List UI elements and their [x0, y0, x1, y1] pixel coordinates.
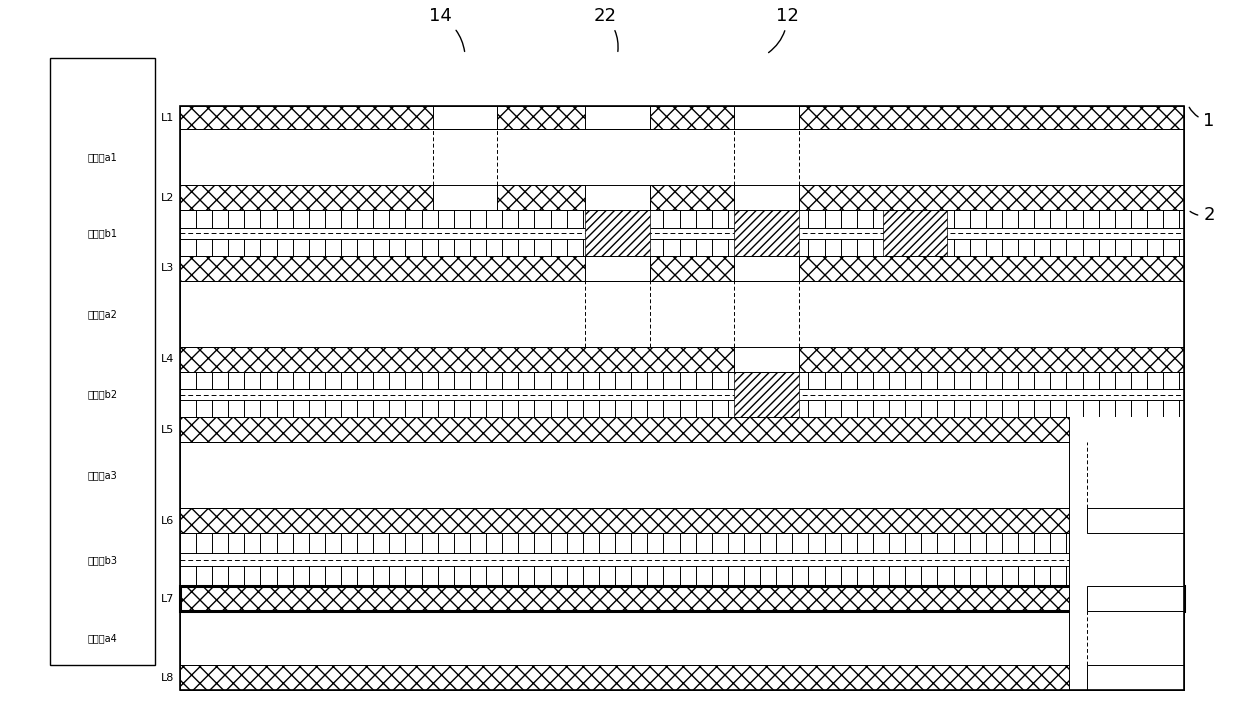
Bar — [180, 665, 1184, 690]
Text: 覆铜板a1: 覆铜板a1 — [88, 152, 117, 162]
Bar — [1069, 508, 1184, 534]
Bar — [1069, 611, 1184, 665]
Bar — [433, 185, 497, 210]
Bar — [734, 185, 799, 210]
Text: L2: L2 — [161, 193, 175, 203]
Bar — [180, 281, 1184, 347]
Bar — [180, 665, 1184, 690]
Text: L1: L1 — [161, 113, 175, 123]
Bar — [180, 210, 1184, 256]
Bar — [180, 185, 433, 210]
Bar — [180, 372, 1184, 417]
Bar — [180, 508, 1184, 534]
Bar — [650, 185, 734, 210]
Bar — [180, 185, 1184, 210]
Bar — [433, 106, 497, 129]
Bar — [180, 185, 1184, 210]
Text: 粘接片b2: 粘接片b2 — [87, 390, 118, 400]
Bar — [180, 534, 1184, 586]
Bar — [180, 129, 1184, 185]
Bar — [180, 256, 1184, 281]
Text: 覆铜板a3: 覆铜板a3 — [88, 471, 117, 480]
Bar — [180, 106, 1184, 129]
Bar — [734, 347, 799, 372]
Bar — [585, 106, 650, 129]
Text: 22: 22 — [594, 7, 618, 51]
Text: L7: L7 — [161, 594, 175, 604]
Text: L8: L8 — [161, 672, 175, 683]
Bar — [180, 417, 1184, 442]
Bar — [799, 256, 1184, 281]
Bar — [1069, 665, 1184, 690]
Text: L6: L6 — [161, 516, 175, 526]
Bar — [180, 210, 1184, 256]
Bar — [497, 106, 585, 129]
Bar — [180, 508, 1184, 534]
Bar — [1087, 508, 1184, 534]
Bar — [650, 106, 734, 129]
Bar — [180, 442, 1184, 508]
Text: L3: L3 — [161, 263, 175, 273]
Bar — [50, 58, 155, 665]
Bar — [585, 185, 650, 210]
Bar — [180, 347, 1184, 372]
Bar — [1087, 665, 1184, 690]
Bar — [180, 586, 1184, 611]
Bar — [180, 106, 1184, 690]
Bar — [799, 185, 1184, 210]
Text: 覆铜板a2: 覆铜板a2 — [87, 309, 118, 319]
Text: 1: 1 — [1189, 107, 1215, 130]
Bar — [180, 256, 1184, 281]
Text: 粘接片b3: 粘接片b3 — [87, 555, 118, 565]
Text: 14: 14 — [429, 7, 465, 51]
Bar — [585, 256, 650, 281]
Bar — [1069, 534, 1184, 586]
Bar — [585, 210, 650, 256]
Bar — [734, 256, 799, 281]
Text: L5: L5 — [161, 425, 175, 435]
Bar — [1087, 586, 1184, 611]
Bar — [180, 347, 734, 372]
Bar — [734, 106, 799, 129]
Bar — [799, 347, 1184, 372]
Bar — [180, 256, 585, 281]
Bar — [180, 106, 1184, 129]
Bar — [1069, 442, 1184, 508]
Bar — [180, 417, 1184, 442]
Bar — [1087, 665, 1184, 690]
Bar — [180, 417, 1184, 442]
Bar — [799, 106, 1184, 129]
Bar — [734, 372, 799, 417]
Bar — [180, 508, 1184, 534]
Bar — [650, 256, 734, 281]
Text: 12: 12 — [769, 7, 799, 53]
Bar — [1069, 586, 1184, 611]
Bar — [883, 210, 947, 256]
Bar — [1087, 586, 1184, 611]
Bar — [180, 586, 1184, 611]
Bar — [180, 372, 1184, 417]
Bar — [1087, 508, 1184, 534]
Text: L4: L4 — [161, 354, 175, 364]
Bar — [180, 665, 1184, 690]
Bar — [180, 534, 1184, 586]
Text: 覆铜板a4: 覆铜板a4 — [88, 633, 117, 643]
Bar — [180, 586, 1184, 611]
Bar — [180, 347, 1184, 372]
Text: 2: 2 — [1190, 206, 1215, 224]
Bar — [180, 106, 433, 129]
Bar — [497, 185, 585, 210]
Text: 粘接片b1: 粘接片b1 — [87, 228, 118, 238]
Bar — [734, 210, 799, 256]
Bar — [180, 611, 1184, 665]
Bar — [1069, 417, 1184, 442]
